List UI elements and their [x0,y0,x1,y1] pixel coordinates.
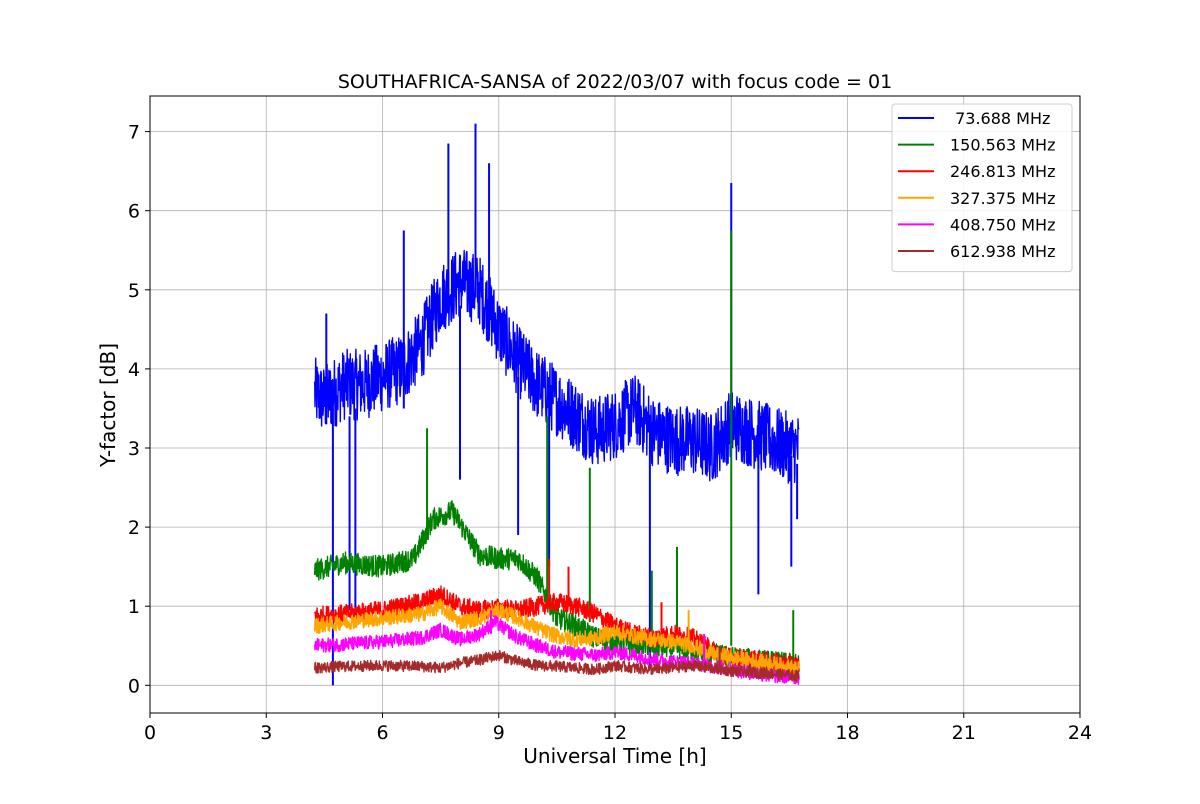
legend-label: 327.375 MHz [950,189,1055,208]
legend-label: 150.563 MHz [950,136,1055,155]
series-lines [314,123,800,686]
legend-label: 612.938 MHz [950,242,1055,261]
x-tick-label: 15 [719,722,743,744]
legend-label: 246.813 MHz [950,162,1055,181]
y-tick-label: 5 [128,280,140,302]
legend-label: 73.688 MHz [950,109,1050,128]
chart-title: SOUTHAFRICA-SANSA of 2022/03/07 with foc… [338,71,892,93]
y-axis-label: Y-factor [dB] [96,343,120,468]
y-tick-label: 1 [128,596,140,618]
series-3 [314,598,800,677]
series-line [314,249,800,484]
y-tick-label: 0 [128,675,140,697]
y-tick-label: 4 [128,359,140,381]
x-tick-label: 21 [952,722,976,744]
series-line [314,650,800,682]
legend-label: 408.750 MHz [950,215,1055,234]
x-tick-label: 12 [603,722,627,744]
series-line [314,615,800,685]
x-axis-label: Universal Time [h] [523,744,706,768]
x-tick-label: 9 [493,722,505,744]
legend-box [891,103,1073,273]
y-tick-label: 6 [128,201,140,223]
y-tick-label: 2 [128,517,140,539]
series-5 [314,645,800,682]
x-tick-label: 18 [835,722,859,744]
y-tick-label: 3 [128,438,140,460]
series-line [314,598,800,677]
x-tick-label: 0 [144,722,156,744]
y-tick-label: 7 [128,122,140,144]
legend: 73.688 MHz 150.563 MHz 246.813 MHz 327.375 … [891,103,1073,273]
x-tick-label: 3 [260,722,272,744]
x-tick-label: 6 [376,722,388,744]
x-tick-label: 24 [1068,722,1092,744]
series-4 [314,610,800,685]
